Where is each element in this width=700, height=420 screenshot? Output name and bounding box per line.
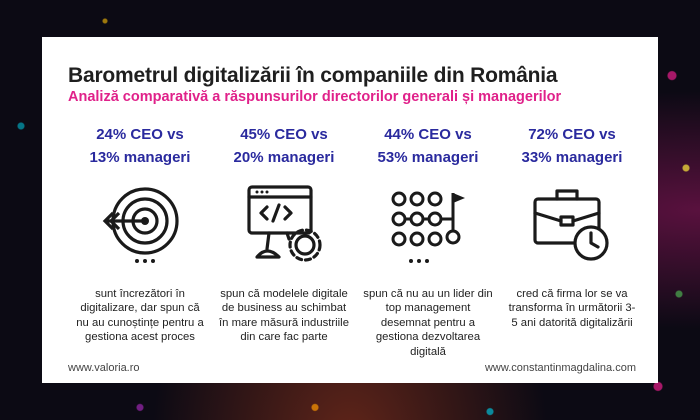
stat-ceo: 24% CEO vs xyxy=(96,126,184,143)
stat-column-2: 45% CEO vs 20% manageri spun că modelele… xyxy=(210,123,358,345)
stat-ceo: 44% CEO vs xyxy=(384,126,472,143)
stat-column-3: 44% CEO vs 53% manageri spun că nu au un… xyxy=(354,123,502,359)
infographic-card: Barometrul digitalizării în companiile d… xyxy=(42,37,658,383)
stat-description: cred că firma lor se va transforma în ur… xyxy=(508,288,636,329)
stat-managers: 33% manageri xyxy=(521,149,623,166)
stat-managers: 13% manageri xyxy=(89,149,191,166)
stat-column-1: 24% CEO vs 13% manageri sunt încrezători… xyxy=(66,123,214,345)
footer-left-link[interactable]: www.valoria.ro xyxy=(68,362,140,374)
code-monitor-icon xyxy=(247,185,322,262)
page-title: Barometrul digitalizării în companiile d… xyxy=(68,64,558,87)
stat-ceo: 45% CEO vs xyxy=(240,126,328,143)
stat-managers: 53% manageri xyxy=(377,149,479,166)
stat-managers: 20% manageri xyxy=(233,149,335,166)
stat-description: spun că nu au un lider din top managemen… xyxy=(363,288,493,358)
stat-column-4: 72% CEO vs 33% manageri cred că firma lo… xyxy=(498,123,646,330)
briefcase-clock-icon xyxy=(533,189,609,261)
path-grid-icon xyxy=(391,191,465,263)
stat-description: spun că modelele digitale de business au… xyxy=(219,288,349,344)
target-icon xyxy=(102,187,179,263)
page-subtitle: Analiză comparativă a răspunsurilor dire… xyxy=(68,89,562,105)
stat-description: sunt încrezători în digitalizare, dar sp… xyxy=(76,288,204,344)
stat-ceo: 72% CEO vs xyxy=(528,126,616,143)
footer-right-link[interactable]: www.constantinmagdalina.com xyxy=(484,362,636,374)
